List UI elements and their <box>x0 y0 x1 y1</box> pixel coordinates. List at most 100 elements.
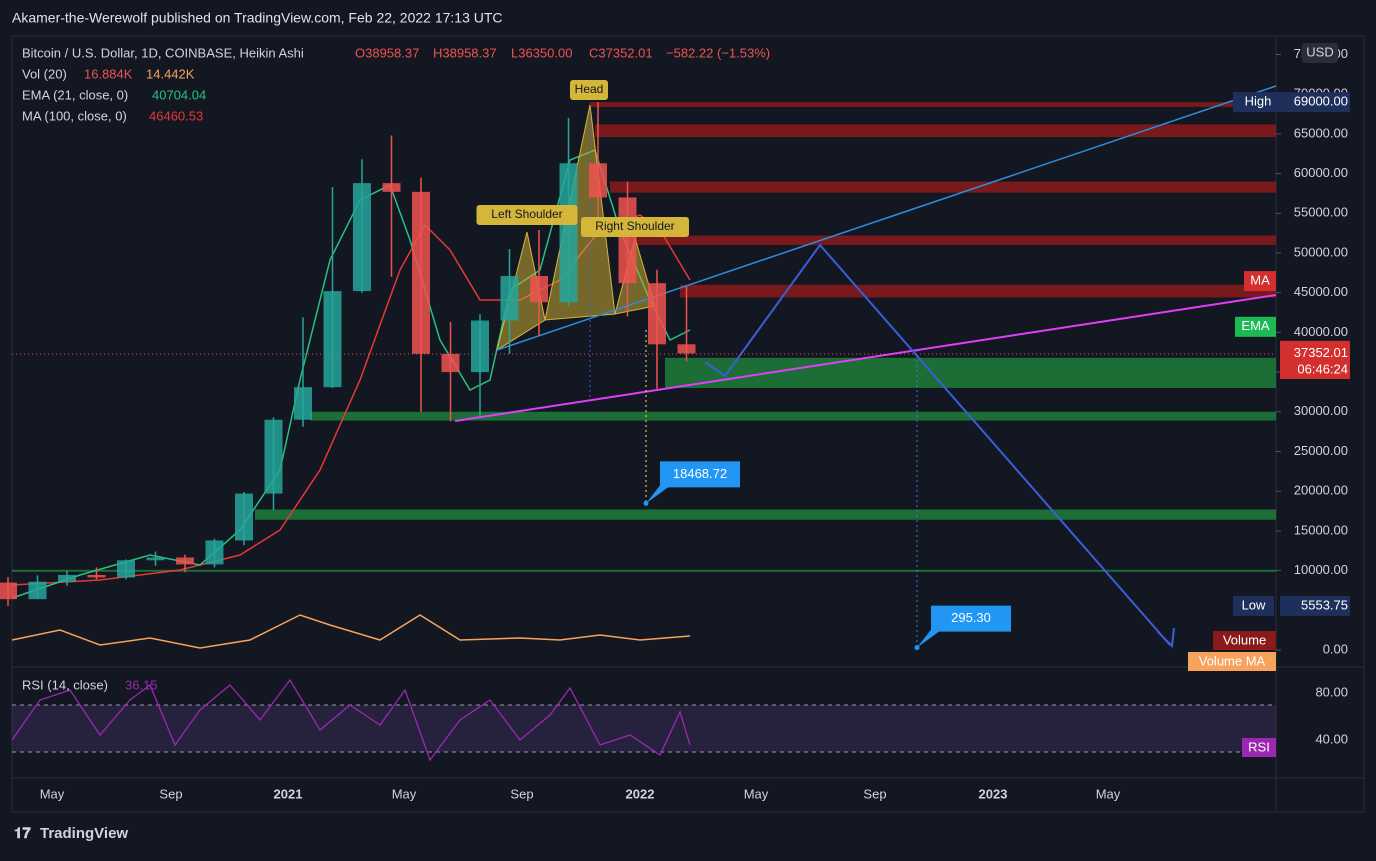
footer-logo[interactable]: TradingView <box>40 825 128 842</box>
price-tag-label-bg <box>1235 316 1276 337</box>
volume-tag: Volume <box>1223 632 1266 647</box>
x-tick-label: May <box>1096 786 1121 801</box>
countdown-bg <box>1280 360 1350 379</box>
zone <box>680 284 1276 298</box>
x-tick-label: Sep <box>159 786 182 801</box>
x-tick-label: May <box>744 786 769 801</box>
candle-body <box>146 557 165 561</box>
rsi-line <box>11 678 691 762</box>
y-tick-label: 30000.00 <box>1294 403 1348 418</box>
zone <box>610 181 1276 193</box>
annotation-bg <box>581 217 689 237</box>
price-tag-label-bg <box>1244 271 1276 292</box>
candle-body <box>618 197 637 284</box>
arrow-head <box>1157 627 1175 649</box>
price-tag-bg <box>1280 92 1350 113</box>
y-tick-label: 15000.00 <box>1294 522 1348 537</box>
price-tag-bg <box>1280 595 1350 616</box>
price-tag-label: MA <box>1250 273 1270 288</box>
candle-body <box>589 163 607 198</box>
candle-body <box>471 320 489 373</box>
x-tick-label: 2021 <box>274 786 303 801</box>
candle-body <box>353 183 371 292</box>
y-tick-label: 65000.00 <box>1294 125 1348 140</box>
frame <box>11 35 1365 813</box>
overlay <box>11 85 1277 762</box>
annotation: Head <box>575 82 604 96</box>
candle-body <box>0 582 17 600</box>
candle-body <box>28 581 47 600</box>
x-tick-label: May <box>40 786 65 801</box>
candle-body <box>412 191 430 354</box>
rsi-tag-bg <box>1242 738 1276 757</box>
legend-ma-value: 46460.53 <box>149 108 203 123</box>
currency[interactable]: USD <box>1306 44 1333 59</box>
labels: 0.00 10000.00 15000.00 20000.00 25000.00 3000… <box>40 46 1350 801</box>
header: Akamer-the-Werewolf published on Trading… <box>12 10 503 26</box>
zones <box>12 54 1281 651</box>
x-tick-label: Sep <box>510 786 533 801</box>
annotation-bg <box>476 205 578 225</box>
x-tick-label: Sep <box>863 786 886 801</box>
y-tick-label: 50000.00 <box>1294 244 1348 259</box>
price-tag: 5553.75 <box>1301 597 1348 612</box>
logo-mark: 𝟏𝟕 <box>14 825 31 842</box>
candle-body <box>117 560 135 578</box>
candle-body <box>264 419 283 494</box>
legend-rsi: RSI (14, close) <box>22 677 108 692</box>
annotation: Right Shoulder <box>595 219 674 233</box>
y-tick-label: 20000.00 <box>1294 483 1348 498</box>
candle-body <box>382 183 401 192</box>
legend-vol: Vol (20) <box>22 66 67 81</box>
price-tag-label-bg <box>1233 595 1274 616</box>
rsi-tick-label: 40.00 <box>1315 731 1348 746</box>
price-tag: 37352.01 <box>1294 345 1348 360</box>
currency-badge[interactable] <box>1302 43 1338 63</box>
volume-tag: Volume MA <box>1199 653 1266 668</box>
y-tick-label: 55000.00 <box>1294 205 1348 220</box>
candle-body <box>294 387 312 420</box>
x-tick-label: May <box>392 786 417 801</box>
annotation: Left Shoulder <box>491 207 562 221</box>
legend-change: −582.22 (−1.53%) <box>666 45 770 60</box>
candle-body <box>441 353 460 373</box>
x-tick-label: 2023 <box>979 786 1008 801</box>
y-tick-label: 25000.00 <box>1294 443 1348 458</box>
price-tag-label: Low <box>1242 597 1266 612</box>
price-tag-label-bg <box>1233 92 1283 113</box>
candle-body <box>176 557 194 565</box>
annotation-bg <box>570 80 608 100</box>
legend-rsi-value: 36.15 <box>125 677 158 692</box>
candles <box>0 102 696 606</box>
candle-body <box>323 291 342 388</box>
y-tick-label: 40000.00 <box>1294 324 1348 339</box>
candle-body <box>58 574 76 582</box>
candle-body <box>87 574 106 578</box>
legend-vol-ma: 14.442K <box>146 66 195 81</box>
callout-box <box>646 461 740 504</box>
y-tick-label: 60000.00 <box>1294 165 1348 180</box>
legend-high: H38958.37 <box>433 45 497 60</box>
legend-ma: MA (100, close, 0) <box>22 108 127 123</box>
price-tag-bg <box>1280 343 1350 364</box>
price-tag-label: EMA <box>1241 318 1270 333</box>
legend-open: O38958.37 <box>355 45 419 60</box>
zone <box>12 569 1276 572</box>
candle-body <box>530 276 548 303</box>
callout-label: 18468.72 <box>673 466 727 481</box>
candle-body <box>205 540 224 565</box>
volume-ma <box>11 614 691 649</box>
x-tick-label: 2022 <box>626 786 655 801</box>
candle-body <box>677 344 696 354</box>
volume-tag-bg <box>1188 652 1276 671</box>
y-tick-label: 10000.00 <box>1294 562 1348 577</box>
zone <box>255 509 1276 520</box>
price-tag-label: High <box>1245 94 1272 109</box>
callout-box <box>917 605 1011 648</box>
callout-label: 295.30 <box>951 610 991 625</box>
y-tick-label: 0.00 <box>1323 641 1348 656</box>
zone <box>595 124 1276 138</box>
